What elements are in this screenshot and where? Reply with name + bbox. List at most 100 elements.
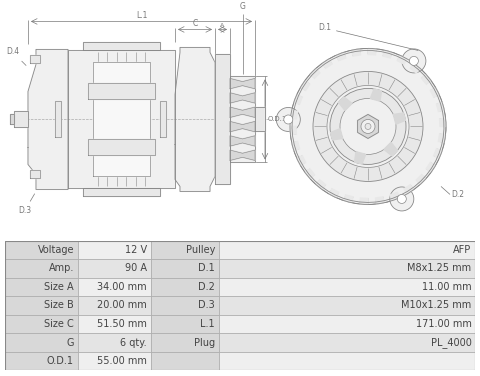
Polygon shape bbox=[436, 102, 444, 111]
Polygon shape bbox=[383, 50, 392, 58]
Polygon shape bbox=[28, 49, 68, 190]
Polygon shape bbox=[297, 156, 306, 165]
Text: Size A: Size A bbox=[44, 282, 74, 292]
Polygon shape bbox=[310, 68, 320, 78]
Circle shape bbox=[330, 88, 406, 164]
Circle shape bbox=[409, 56, 419, 65]
Polygon shape bbox=[230, 136, 255, 146]
Text: D.3: D.3 bbox=[198, 300, 215, 311]
Polygon shape bbox=[431, 88, 439, 97]
FancyBboxPatch shape bbox=[78, 241, 151, 259]
FancyBboxPatch shape bbox=[5, 315, 78, 333]
Text: D.2: D.2 bbox=[451, 190, 464, 199]
Polygon shape bbox=[30, 55, 40, 64]
Text: 12 V: 12 V bbox=[125, 245, 147, 255]
Circle shape bbox=[402, 49, 426, 73]
Text: 90 A: 90 A bbox=[125, 264, 147, 273]
Text: O.D.1: O.D.1 bbox=[47, 356, 74, 366]
Text: 34.00 mm: 34.00 mm bbox=[97, 282, 147, 292]
Polygon shape bbox=[404, 185, 414, 194]
FancyBboxPatch shape bbox=[219, 296, 475, 315]
FancyBboxPatch shape bbox=[151, 315, 219, 333]
Polygon shape bbox=[336, 52, 346, 61]
FancyBboxPatch shape bbox=[219, 352, 475, 370]
FancyBboxPatch shape bbox=[219, 278, 475, 296]
FancyBboxPatch shape bbox=[5, 241, 78, 259]
Text: 6 qty.: 6 qty. bbox=[120, 338, 147, 347]
Polygon shape bbox=[230, 150, 255, 161]
Polygon shape bbox=[426, 162, 435, 172]
Circle shape bbox=[397, 194, 406, 203]
Text: Pulley: Pulley bbox=[186, 245, 215, 255]
Polygon shape bbox=[360, 198, 368, 205]
FancyBboxPatch shape bbox=[5, 278, 78, 296]
Text: Size B: Size B bbox=[44, 300, 74, 311]
Polygon shape bbox=[434, 149, 442, 158]
Polygon shape bbox=[230, 76, 255, 162]
Polygon shape bbox=[322, 59, 332, 68]
Polygon shape bbox=[440, 118, 446, 126]
Polygon shape bbox=[410, 63, 420, 73]
Polygon shape bbox=[230, 93, 255, 103]
FancyBboxPatch shape bbox=[78, 278, 151, 296]
Polygon shape bbox=[83, 42, 160, 50]
FancyBboxPatch shape bbox=[219, 333, 475, 352]
FancyBboxPatch shape bbox=[219, 259, 475, 278]
Text: D.3: D.3 bbox=[18, 194, 35, 215]
Text: L.1: L.1 bbox=[136, 11, 147, 20]
Polygon shape bbox=[290, 110, 298, 119]
Text: O.D.1: O.D.1 bbox=[268, 117, 288, 123]
Polygon shape bbox=[368, 49, 376, 55]
Polygon shape bbox=[338, 97, 352, 111]
Polygon shape bbox=[300, 80, 310, 91]
Polygon shape bbox=[305, 169, 314, 179]
Polygon shape bbox=[14, 111, 28, 127]
FancyBboxPatch shape bbox=[151, 241, 219, 259]
Text: A: A bbox=[220, 23, 225, 29]
Polygon shape bbox=[370, 89, 382, 101]
Polygon shape bbox=[331, 129, 343, 140]
FancyBboxPatch shape bbox=[151, 333, 219, 352]
Text: 11.00 mm: 11.00 mm bbox=[422, 282, 471, 292]
Circle shape bbox=[284, 115, 293, 124]
Polygon shape bbox=[352, 49, 360, 56]
Polygon shape bbox=[375, 197, 384, 204]
Polygon shape bbox=[358, 114, 378, 138]
Polygon shape bbox=[93, 62, 150, 176]
Polygon shape bbox=[230, 79, 255, 89]
Text: PL_4000: PL_4000 bbox=[431, 337, 471, 348]
Polygon shape bbox=[10, 114, 14, 124]
Text: Amp.: Amp. bbox=[48, 264, 74, 273]
Polygon shape bbox=[290, 126, 296, 135]
Polygon shape bbox=[230, 121, 255, 132]
Circle shape bbox=[313, 71, 423, 182]
Polygon shape bbox=[68, 50, 175, 188]
Text: L.1: L.1 bbox=[201, 319, 215, 329]
FancyBboxPatch shape bbox=[5, 296, 78, 315]
Polygon shape bbox=[88, 139, 155, 155]
Polygon shape bbox=[438, 134, 445, 143]
Circle shape bbox=[276, 108, 300, 132]
Polygon shape bbox=[30, 170, 40, 179]
FancyBboxPatch shape bbox=[151, 278, 219, 296]
Polygon shape bbox=[397, 55, 407, 64]
Polygon shape bbox=[355, 152, 366, 164]
Text: D.1: D.1 bbox=[318, 23, 418, 50]
Polygon shape bbox=[316, 180, 325, 190]
Polygon shape bbox=[215, 55, 230, 185]
Text: Voltage: Voltage bbox=[37, 245, 74, 255]
FancyBboxPatch shape bbox=[219, 241, 475, 259]
Polygon shape bbox=[255, 108, 265, 132]
Polygon shape bbox=[384, 143, 397, 156]
Text: Plug: Plug bbox=[194, 338, 215, 347]
FancyBboxPatch shape bbox=[151, 352, 219, 370]
Text: D.4: D.4 bbox=[6, 47, 26, 65]
FancyBboxPatch shape bbox=[78, 296, 151, 315]
Polygon shape bbox=[294, 95, 302, 104]
Text: G: G bbox=[240, 2, 245, 11]
Polygon shape bbox=[390, 192, 400, 201]
Polygon shape bbox=[344, 195, 353, 203]
Circle shape bbox=[340, 99, 396, 155]
Circle shape bbox=[365, 123, 371, 129]
Polygon shape bbox=[230, 107, 255, 117]
